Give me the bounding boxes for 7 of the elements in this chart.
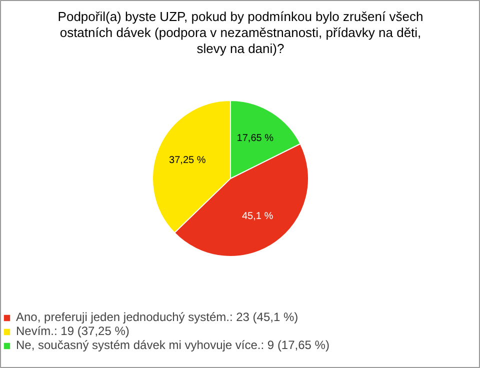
legend-label: Ne, současný systém dávek mi vyhovuje více.: 9 (17,65 %) <box>16 338 330 352</box>
data-label: 45,1 % <box>242 211 274 222</box>
data-label: 17,65 % <box>236 133 274 144</box>
legend-label: Nevím.: 19 (37,25 %) <box>16 324 130 338</box>
data-label: 37,25 % <box>169 154 206 166</box>
chart-title: Podpořil(a) byste UZP, pokud by podmínkou bylo zrušení všech ostatních dávek (podpora v nezaměstnanosti, přídavky na děti, slevy na dani)? <box>58 9 424 56</box>
legend-label: Ano, preferuji jeden jednoduchý systém.: 23 (45,1 %) <box>16 310 298 324</box>
